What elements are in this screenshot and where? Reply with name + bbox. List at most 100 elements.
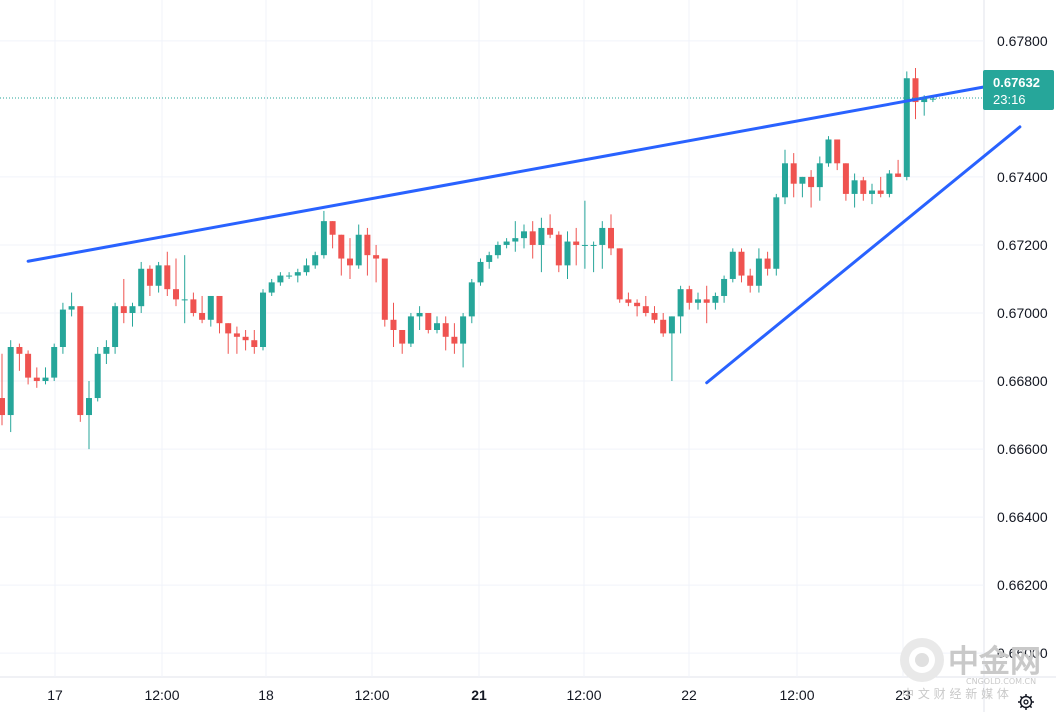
candle-body [764,258,771,269]
candle [651,306,658,324]
candle [33,367,40,388]
candle [703,285,710,324]
candle-body [695,299,701,303]
candle-body [216,295,223,324]
time-tick-label: 17 [47,687,63,703]
trendline [705,125,1022,385]
chart-settings-gear-icon[interactable] [1018,694,1034,710]
candle [729,248,736,283]
candle-body [660,319,667,334]
candle-body [895,173,902,177]
candle-body [721,278,728,296]
price-axis[interactable]: 0.67800 0.67400 0.67200 0.67000 0.66800 0.666… [997,33,1048,661]
candle-body [33,377,40,382]
price-tick-label: 0.67800 [997,33,1048,49]
candle [686,285,693,310]
candle-body [173,289,179,300]
candle-body [25,353,32,378]
candle-body [651,312,658,320]
time-tick-label: 18 [258,687,274,703]
candle-body [686,289,693,303]
price-tick-label: 0.67000 [997,305,1048,321]
candle [895,159,902,177]
candle-body [634,302,641,307]
candle [608,214,614,256]
candle [112,302,119,354]
candle [216,295,223,334]
candle-body [573,241,580,245]
candle-body [260,292,266,348]
trendlines[interactable] [26,85,1022,385]
candle-body [268,282,275,293]
watermark: 中金网 CNGOLD.COM.CN 中 文 财 经 新 媒 体 [900,638,1041,701]
candle-body [547,227,554,235]
candle-body [538,227,545,245]
candle [625,292,632,307]
candle-body [373,255,380,259]
price-tick-label: 0.66600 [997,441,1048,457]
candle-body [729,251,736,279]
candle-body [799,176,806,184]
candle-body [103,347,110,354]
candle [199,295,206,324]
candle [668,316,675,382]
candle-body [869,190,875,194]
candle [834,139,841,171]
candle [877,176,884,198]
candle [312,251,319,269]
candle [425,312,432,334]
candle [764,251,771,276]
candle [529,221,536,259]
candle [468,278,475,324]
candle-body [164,265,171,290]
candle [512,221,519,252]
candle [486,251,493,269]
candle [407,312,414,348]
candle-body [0,398,5,416]
candle [373,244,380,283]
candle-body [77,306,84,416]
candle [912,68,919,120]
candle-body [755,258,762,286]
candle [347,238,353,279]
candle-body [146,268,153,286]
candle [816,156,823,201]
candle-body [825,139,832,164]
candle-body [738,251,745,276]
candle-body [242,336,249,341]
candle-body [851,180,858,194]
candle [164,251,171,296]
candle [0,353,5,426]
candle-body [912,78,919,103]
candle [233,326,240,354]
candle-body [625,299,632,303]
candle [555,231,562,273]
candle [286,272,293,279]
candle-body [808,176,815,188]
candle [320,210,327,259]
candle [494,241,501,259]
time-tick-label: 22 [681,687,697,703]
candle [860,176,867,201]
candle [42,367,49,385]
candle-body [155,265,162,286]
candle [155,261,162,293]
candle-body [434,323,440,330]
candle [51,343,58,382]
candle-body [355,234,362,266]
time-tick-label: 23 [895,687,911,703]
candle-body [529,231,536,245]
time-axis[interactable]: 17 12:00 18 12:00 21 12:00 22 12:00 23 [47,687,911,703]
candle [225,323,232,354]
candle [120,278,127,324]
candle-body [233,333,240,337]
candle [390,302,397,348]
candle-body [712,295,719,303]
candle-body [599,227,606,245]
candle-body [860,180,867,194]
candle-body [7,347,14,416]
candle [590,241,597,273]
candle-body [277,275,284,283]
